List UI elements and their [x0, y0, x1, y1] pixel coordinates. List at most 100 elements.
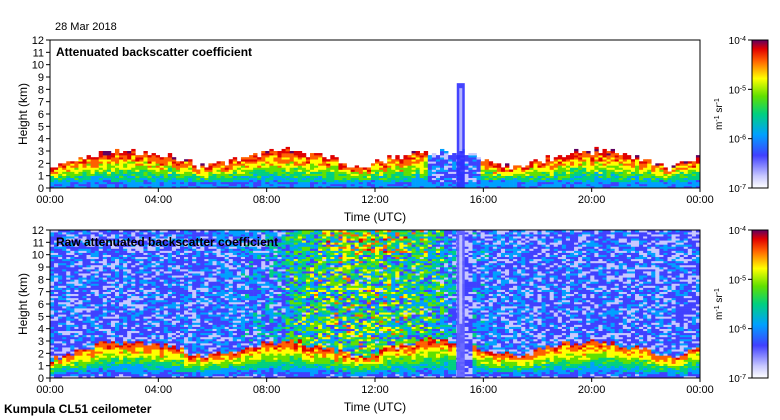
- backscatter-cell: [513, 175, 518, 179]
- backscatter-cell: [66, 371, 71, 375]
- backscatter-cell: [143, 338, 148, 342]
- backscatter-cell: [110, 363, 116, 366]
- backscatter-cell: [667, 171, 672, 174]
- backscatter-cell: [54, 246, 59, 249]
- backscatter-cell: [188, 308, 193, 311]
- backscatter-cell: [399, 171, 404, 174]
- backscatter-cell: [171, 291, 177, 295]
- backscatter-cell: [265, 151, 270, 154]
- backscatter-cell: [200, 169, 205, 172]
- backscatter-cell: [106, 341, 112, 344]
- backscatter-cell: [167, 153, 173, 156]
- backscatter-cell: [159, 297, 165, 301]
- backscatter-cell: [102, 371, 108, 375]
- backscatter-cell: [265, 179, 270, 183]
- backscatter-cell: [54, 167, 59, 170]
- backscatter-cell: [375, 181, 380, 185]
- backscatter-cell: [687, 179, 693, 183]
- backscatter-cell: [70, 267, 75, 270]
- backscatter-cell: [521, 175, 526, 179]
- backscatter-cell: [110, 316, 116, 319]
- backscatter-cell: [151, 371, 156, 375]
- backscatter-cell: [277, 165, 282, 168]
- backscatter-cell: [403, 173, 408, 176]
- backscatter-cell: [86, 359, 91, 362]
- backscatter-cell: [102, 248, 108, 251]
- backscatter-cell: [228, 165, 234, 168]
- backscatter-cell: [496, 173, 502, 176]
- backscatter-cell: [277, 161, 282, 164]
- backscatter-cell: [464, 179, 469, 183]
- backscatter-cell: [167, 304, 173, 307]
- backscatter-cell: [171, 281, 177, 284]
- backscatter-cell: [78, 308, 83, 311]
- backscatter-cell: [143, 183, 148, 187]
- backscatter-cell: [82, 171, 87, 174]
- backscatter-cell: [82, 262, 87, 266]
- backscatter-cell: [399, 175, 404, 179]
- backscatter-cell: [297, 171, 303, 174]
- backscatter-cell: [155, 277, 160, 280]
- backscatter-cell: [167, 250, 173, 253]
- backscatter-cell: [570, 163, 575, 166]
- backscatter-cell: [131, 369, 136, 373]
- backscatter-cell: [659, 183, 664, 187]
- backscatter-cell: [123, 230, 128, 233]
- backscatter-cell: [228, 185, 234, 189]
- backscatter-cell: [102, 328, 108, 332]
- backscatter-cell: [123, 287, 128, 290]
- backscatter-cell: [147, 173, 152, 176]
- backscatter-cell: [90, 283, 95, 286]
- backscatter-cell: [444, 165, 449, 168]
- backscatter-cell: [74, 314, 79, 317]
- backscatter-cell: [70, 175, 75, 179]
- backscatter-cell: [175, 301, 181, 305]
- backscatter-cell: [139, 363, 144, 366]
- backscatter-cell: [58, 173, 63, 176]
- backscatter-cell: [119, 293, 124, 297]
- backscatter-cell: [70, 371, 75, 375]
- backscatter-cell: [78, 262, 83, 266]
- backscatter-cell: [525, 175, 530, 179]
- backscatter-cell: [675, 173, 680, 176]
- backscatter-cell: [54, 242, 59, 245]
- backscatter-cell: [70, 345, 75, 348]
- backscatter-cell: [102, 367, 108, 371]
- backscatter-cell: [184, 289, 189, 292]
- y-tick-label: 1: [38, 171, 44, 183]
- backscatter-cell: [135, 281, 140, 284]
- backscatter-cell: [180, 291, 185, 295]
- backscatter-cell: [139, 175, 144, 179]
- backscatter-cell: [139, 285, 144, 288]
- backscatter-cell: [480, 165, 485, 168]
- backscatter-cell: [127, 367, 132, 371]
- backscatter-cell: [651, 183, 656, 187]
- backscatter-cell: [58, 271, 63, 274]
- backscatter-cell: [86, 330, 91, 334]
- backscatter-cell: [151, 318, 156, 321]
- backscatter-cell: [106, 269, 112, 272]
- backscatter-cell: [159, 338, 165, 342]
- backscatter-cell: [549, 167, 555, 170]
- backscatter-cell: [70, 291, 75, 295]
- backscatter-cell: [232, 175, 238, 179]
- backscatter-cell: [395, 175, 400, 179]
- backscatter-cell: [119, 328, 124, 332]
- backscatter-cell: [180, 371, 185, 375]
- backscatter-cell: [639, 181, 644, 185]
- backscatter-cell: [86, 258, 91, 262]
- backscatter-cell: [163, 373, 169, 377]
- backscatter-cell: [54, 264, 59, 268]
- backscatter-cell: [687, 171, 693, 174]
- backscatter-cell: [590, 179, 595, 183]
- backscatter-cell: [431, 185, 437, 189]
- backscatter-cell: [110, 308, 116, 311]
- backscatter-cell: [143, 320, 148, 323]
- backscatter-cell: [444, 151, 449, 154]
- backscatter-cell: [334, 171, 339, 174]
- backscatter-cell: [151, 273, 156, 276]
- backscatter-cell: [82, 355, 87, 358]
- backscatter-cell: [123, 246, 128, 249]
- backscatter-cell: [314, 175, 319, 179]
- backscatter-cell: [163, 301, 169, 305]
